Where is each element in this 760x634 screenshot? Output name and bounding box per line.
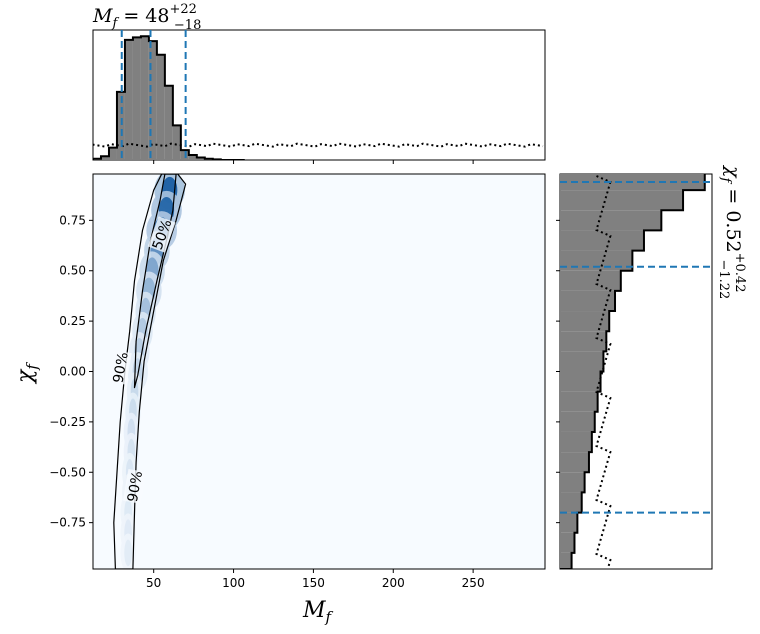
right-hist-bar-18 bbox=[560, 190, 684, 211]
top-hist-bar-5 bbox=[132, 37, 141, 160]
right-hist-bar-1 bbox=[560, 532, 575, 553]
contour-90pct bbox=[113, 174, 187, 569]
y-tick-label-4: −0.25 bbox=[49, 415, 86, 429]
right-hist-bar-0 bbox=[560, 552, 572, 569]
top-prior-line bbox=[93, 142, 544, 148]
top-hist-bar-13 bbox=[196, 157, 205, 160]
top-marginal-panel: Mf = 48+22 −18 bbox=[92, 2, 546, 164]
joint-contours bbox=[113, 174, 187, 569]
x-tick-label-0: 50 bbox=[146, 576, 161, 590]
top-hist-bar-10 bbox=[172, 125, 181, 160]
x-tick-label-4: 250 bbox=[462, 576, 485, 590]
right-hist-bar-12 bbox=[560, 311, 610, 332]
top-hist-bar-2 bbox=[108, 147, 117, 160]
right-marginal-panel: χf = 0.52+0.42−1.22 bbox=[556, 164, 747, 570]
y-axis-label-subscript: f bbox=[23, 362, 41, 371]
top-hist-bar-1 bbox=[100, 156, 109, 160]
right-title-lower-error: −1.22 bbox=[716, 259, 731, 299]
right-hist-bar-13 bbox=[560, 290, 616, 312]
top-hist-bar-8 bbox=[156, 54, 165, 160]
y-tick-label-3: 0.00 bbox=[59, 365, 86, 379]
y-tick-label-1: 0.50 bbox=[59, 264, 86, 278]
right-hist-bar-6 bbox=[560, 431, 592, 453]
top-marginal-x-ticks bbox=[153, 160, 474, 164]
top-hist-bar-6 bbox=[140, 36, 149, 160]
x-axis-label-symbol: M bbox=[302, 598, 326, 623]
x-tick-label-3: 200 bbox=[382, 576, 405, 590]
right-marginal-quantile-lines bbox=[560, 181, 712, 514]
top-hist-bar-12 bbox=[188, 155, 197, 160]
top-hist-bar-9 bbox=[164, 85, 173, 160]
joint-panel: 50%90%90% 50 100 150 200 250 0.750.500.250.0… bbox=[13, 173, 546, 626]
y-axis-label: χf bbox=[13, 362, 41, 385]
right-marginal-y-ticks bbox=[556, 219, 560, 524]
right-hist-outline bbox=[560, 174, 706, 569]
top-marginal-frame bbox=[92, 29, 546, 161]
right-hist-bar-15 bbox=[560, 250, 633, 271]
top-title-upper-error: +22 bbox=[169, 2, 196, 17]
right-title-upper-error: +0.42 bbox=[732, 253, 747, 293]
x-tick-label-2: 150 bbox=[302, 576, 325, 590]
top-hist-bar-3 bbox=[116, 91, 125, 160]
right-hist-bar-10 bbox=[560, 351, 604, 372]
top-title-lower-error: −18 bbox=[174, 18, 201, 33]
right-hist-bar-9 bbox=[560, 371, 601, 392]
right-hist-bar-5 bbox=[560, 452, 589, 473]
density-core-18 bbox=[124, 539, 132, 567]
top-title-subscript: f bbox=[111, 16, 119, 31]
right-prior-line bbox=[595, 175, 612, 567]
top-hist-outline bbox=[93, 35, 245, 160]
right-hist-bar-7 bbox=[560, 411, 595, 432]
contour-label-bg-0 bbox=[147, 216, 176, 253]
right-hist-bar-8 bbox=[560, 391, 598, 412]
right-hist-bar-16 bbox=[560, 230, 644, 251]
right-hist-bar-11 bbox=[560, 331, 607, 352]
joint-x-ticks: 50 100 150 200 250 bbox=[146, 569, 485, 590]
y-tick-label-0: 0.75 bbox=[59, 213, 86, 227]
y-tick-label-6: −0.75 bbox=[49, 516, 86, 530]
contour-label-2: 90% bbox=[125, 470, 146, 503]
x-axis-label-subscript: f bbox=[325, 608, 334, 626]
joint-y-ticks: 0.75 0.50 0.25 0.00 −0.25 −0.50 −0.75 bbox=[49, 213, 93, 530]
contour-label-bg-2 bbox=[122, 469, 147, 504]
y-tick-label-2: 0.25 bbox=[59, 314, 86, 328]
right-hist-bar-2 bbox=[560, 512, 578, 533]
x-axis-label: Mf bbox=[302, 598, 334, 626]
top-title-symbol: M bbox=[92, 5, 113, 27]
y-axis-label-symbol: χ bbox=[13, 368, 38, 385]
right-title-value: = 0.52 bbox=[722, 182, 744, 252]
right-hist-bar-17 bbox=[560, 210, 662, 231]
right-hist-bar-3 bbox=[560, 492, 582, 513]
right-marginal-histogram bbox=[560, 174, 706, 569]
contour-label-bg-1 bbox=[108, 350, 132, 385]
top-title-value: = 48 bbox=[117, 5, 169, 27]
right-hist-bar-14 bbox=[560, 270, 621, 291]
top-hist-bar-4 bbox=[124, 39, 133, 160]
contour-50pct bbox=[133, 174, 177, 389]
right-marginal-title: χf = 0.52+0.42−1.22 bbox=[716, 164, 747, 299]
top-marginal-title: Mf = 48+22 −18 bbox=[92, 2, 201, 33]
joint-contour-labels: 50%90%90% bbox=[108, 216, 176, 504]
y-tick-label-5: −0.50 bbox=[49, 465, 86, 479]
right-title-subscript: f bbox=[718, 177, 733, 185]
contour-label-1: 90% bbox=[111, 351, 132, 384]
top-marginal-histogram bbox=[93, 35, 544, 160]
right-hist-bar-4 bbox=[560, 472, 585, 493]
x-tick-label-1: 100 bbox=[222, 576, 245, 590]
top-hist-bar-7 bbox=[148, 41, 157, 160]
right-title-symbol: χ bbox=[722, 164, 744, 179]
